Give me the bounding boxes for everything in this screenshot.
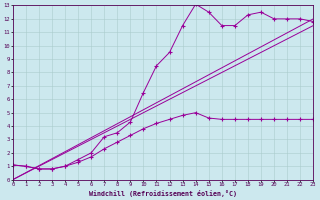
X-axis label: Windchill (Refroidissement éolien,°C): Windchill (Refroidissement éolien,°C) — [89, 190, 237, 197]
